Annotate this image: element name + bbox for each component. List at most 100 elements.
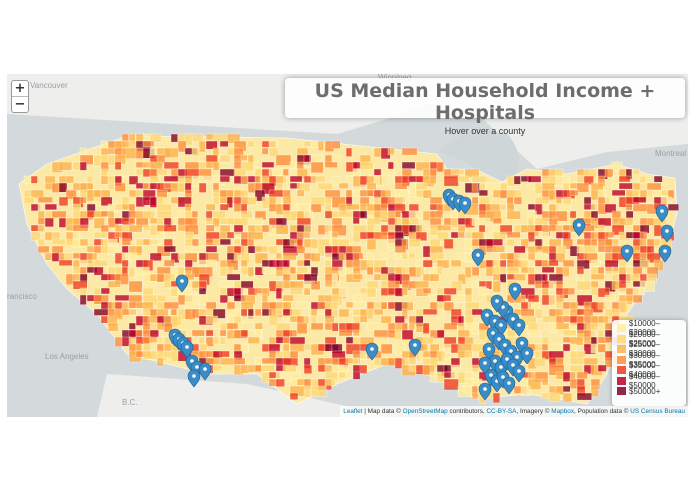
county-cell[interactable] — [499, 273, 507, 283]
county-cell[interactable] — [142, 350, 159, 360]
county-cell[interactable] — [632, 168, 641, 175]
county-cell[interactable] — [373, 175, 381, 188]
county-cell[interactable] — [114, 273, 129, 285]
county-cell[interactable] — [625, 273, 641, 282]
county-cell[interactable] — [499, 203, 507, 211]
county-cell[interactable] — [352, 231, 361, 243]
county-cell[interactable] — [429, 175, 437, 185]
county-cell[interactable] — [303, 224, 312, 233]
county-cell[interactable] — [331, 140, 341, 149]
county-cell[interactable] — [632, 287, 645, 296]
county-cell[interactable] — [639, 231, 648, 240]
hospital-marker-icon[interactable] — [658, 244, 672, 263]
county-cell[interactable] — [114, 182, 126, 192]
county-cell[interactable] — [618, 182, 633, 190]
county-cell[interactable] — [422, 336, 434, 345]
county-cell[interactable] — [394, 245, 407, 254]
county-cell[interactable] — [177, 140, 187, 153]
county-cell[interactable] — [541, 343, 549, 351]
county-cell[interactable] — [107, 280, 121, 288]
county-cell[interactable] — [450, 280, 463, 292]
county-cell[interactable] — [79, 294, 87, 305]
hospital-marker-icon[interactable] — [660, 224, 674, 243]
county-cell[interactable] — [422, 322, 430, 335]
county-cell[interactable] — [219, 231, 228, 240]
county-cell[interactable] — [471, 378, 483, 386]
county-cell[interactable] — [464, 294, 473, 303]
county-cell[interactable] — [233, 357, 246, 365]
county-cell[interactable] — [366, 308, 374, 318]
county-cell[interactable] — [366, 238, 377, 250]
county-cell[interactable] — [163, 147, 179, 158]
county-cell[interactable] — [219, 287, 228, 296]
county-cell[interactable] — [254, 322, 264, 330]
county-cell[interactable] — [646, 182, 662, 191]
county-cell[interactable] — [373, 308, 384, 316]
county-cell[interactable] — [422, 308, 439, 315]
hospital-marker-icon[interactable] — [655, 204, 669, 223]
county-cell[interactable] — [275, 252, 282, 260]
county-cell[interactable] — [604, 203, 617, 213]
county-cell[interactable] — [394, 182, 408, 190]
county-cell[interactable] — [296, 161, 305, 170]
county-cell[interactable] — [226, 273, 241, 281]
county-cell[interactable] — [625, 217, 633, 226]
county-cell[interactable] — [541, 182, 555, 191]
county-cell[interactable] — [198, 140, 206, 153]
county-cell[interactable] — [156, 294, 167, 303]
county-cell[interactable] — [289, 308, 302, 317]
county-cell[interactable] — [58, 217, 67, 228]
county-cell[interactable] — [282, 168, 289, 176]
county-cell[interactable] — [331, 224, 347, 237]
county-cell[interactable] — [170, 308, 178, 316]
county-cell[interactable] — [198, 287, 207, 295]
county-cell[interactable] — [555, 175, 570, 187]
county-cell[interactable] — [380, 301, 388, 310]
county-cell[interactable] — [44, 175, 56, 184]
county-cell[interactable] — [331, 273, 338, 282]
county-cell[interactable] — [163, 175, 180, 182]
county-cell[interactable] — [338, 210, 354, 218]
county-cell[interactable] — [408, 357, 417, 365]
county-cell[interactable] — [359, 364, 368, 374]
county-cell[interactable] — [149, 133, 162, 143]
county-cell[interactable] — [226, 231, 235, 239]
county-cell[interactable] — [387, 175, 395, 183]
county-cell[interactable] — [639, 273, 648, 282]
county-cell[interactable] — [562, 287, 576, 295]
county-cell[interactable] — [492, 238, 503, 246]
county-cell[interactable] — [506, 329, 516, 339]
county-cell[interactable] — [667, 203, 680, 211]
county-cell[interactable] — [149, 196, 158, 208]
county-cell[interactable] — [443, 287, 457, 295]
county-cell[interactable] — [205, 140, 218, 150]
county-cell[interactable] — [443, 294, 453, 302]
county-cell[interactable] — [100, 224, 109, 233]
county-cell[interactable] — [275, 308, 283, 316]
county-cell[interactable] — [156, 168, 168, 176]
county-cell[interactable] — [58, 196, 69, 207]
county-cell[interactable] — [569, 189, 579, 196]
county-cell[interactable] — [198, 175, 211, 183]
county-cell[interactable] — [58, 259, 73, 267]
county-cell[interactable] — [212, 217, 220, 228]
county-cell[interactable] — [415, 308, 424, 318]
county-cell[interactable] — [296, 168, 308, 180]
county-cell[interactable] — [366, 189, 374, 197]
county-cell[interactable] — [100, 175, 109, 185]
hospital-marker-icon[interactable] — [572, 218, 586, 237]
county-cell[interactable] — [247, 231, 264, 240]
hospital-marker-icon[interactable] — [175, 274, 189, 293]
county-cell[interactable] — [597, 287, 610, 298]
county-cell[interactable] — [198, 308, 207, 316]
county-cell[interactable] — [37, 238, 45, 246]
county-cell[interactable] — [583, 224, 595, 232]
county-cell[interactable] — [492, 280, 501, 293]
county-cell[interactable] — [324, 378, 336, 386]
county-cell[interactable] — [611, 238, 620, 245]
county-cell[interactable] — [387, 329, 397, 339]
hospital-marker-icon[interactable] — [478, 356, 492, 375]
county-cell[interactable] — [436, 308, 445, 319]
county-cell[interactable] — [359, 217, 367, 226]
county-cell[interactable] — [527, 175, 542, 183]
